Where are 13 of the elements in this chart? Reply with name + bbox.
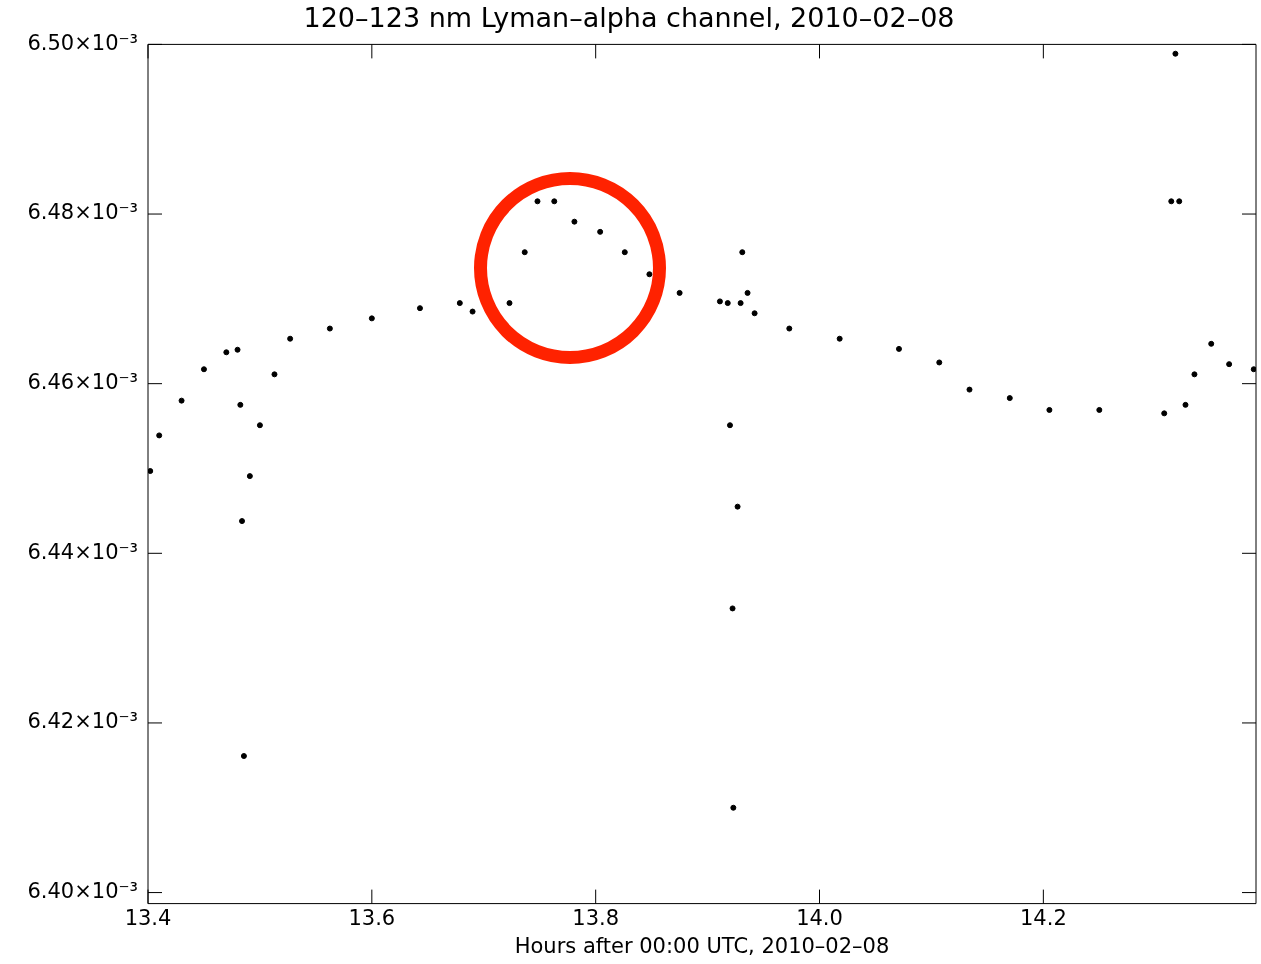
- x-tick-label: 14.2: [1019, 905, 1067, 930]
- x-tick-label: 13.8: [572, 905, 620, 930]
- x-tick-label: 13.6: [348, 905, 396, 930]
- y-tick-label: 6.42×10⁻³: [27, 709, 138, 734]
- x-tick-label: 13.4: [124, 905, 172, 930]
- y-tick-label: 6.44×10⁻³: [27, 539, 138, 564]
- chart-title: 120–123 nm Lyman–alpha channel, 2010–02–08: [303, 2, 955, 34]
- x-tick-label: 14.0: [796, 905, 843, 930]
- y-tick-label: 6.40×10⁻³: [27, 879, 138, 904]
- x-axis-title: Hours after 00:00 UTC, 2010–02–08: [514, 933, 890, 958]
- y-tick-label: 6.46×10⁻³: [27, 370, 138, 395]
- y-tick-label: 6.48×10⁻³: [27, 200, 138, 225]
- y-tick-label: 6.50×10⁻³: [27, 30, 138, 55]
